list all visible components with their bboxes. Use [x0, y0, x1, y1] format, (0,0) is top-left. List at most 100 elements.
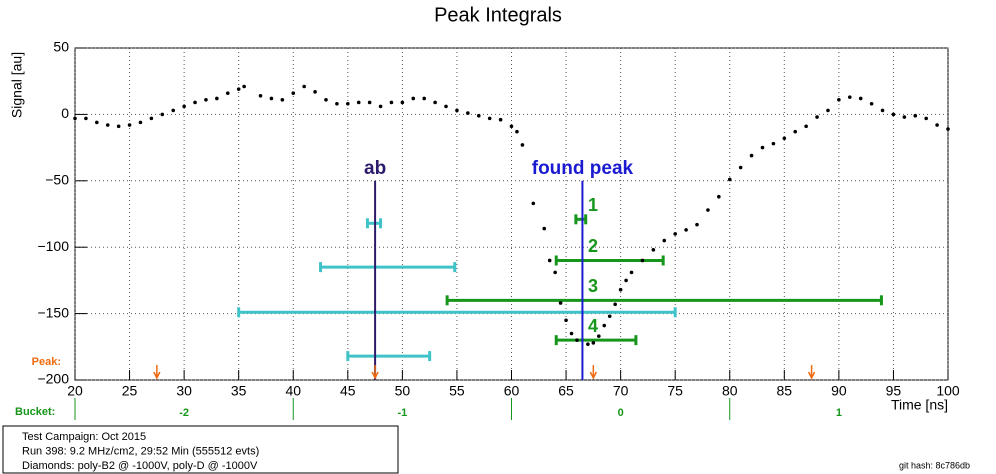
x-tick-label: 60 — [504, 383, 520, 399]
data-point — [837, 97, 841, 102]
data-point — [367, 100, 372, 105]
data-point — [858, 96, 863, 101]
data-point — [946, 127, 950, 131]
x-tick-label: 35 — [231, 383, 247, 399]
peak-arrow — [807, 365, 816, 380]
data-point — [815, 115, 819, 119]
y-tick-label: 50 — [53, 39, 69, 55]
data-point — [749, 153, 754, 158]
data-point — [607, 314, 612, 319]
data-point — [629, 270, 634, 275]
x-tick-label: 25 — [122, 383, 138, 399]
y-tick-label: 0 — [61, 105, 69, 121]
data-point — [591, 341, 596, 345]
data-point — [717, 194, 721, 199]
peak-label: Peak: — [32, 356, 61, 368]
data-point — [782, 136, 787, 141]
data-point — [602, 323, 607, 328]
peak-arrow — [371, 365, 379, 380]
data-point — [411, 96, 416, 101]
x-tick-label: 65 — [558, 383, 574, 399]
info-line: Run 398: 9.2 MHz/cm2, 29:52 Min (555512 … — [22, 445, 259, 457]
data-point — [662, 238, 667, 243]
data-point — [160, 112, 165, 117]
data-point — [553, 270, 557, 275]
x-tick-label: 85 — [777, 383, 793, 399]
data-point — [569, 331, 574, 336]
data-point — [880, 108, 885, 113]
data-point — [891, 112, 896, 117]
data-point — [444, 104, 448, 109]
x-tick-label: 100 — [936, 383, 960, 399]
x-tick-label: 20 — [67, 383, 83, 399]
y-tick-label: −50 — [45, 172, 69, 188]
info-line: Diamonds: poly-B2 @ -1000V, poly-D @ -10… — [22, 460, 258, 472]
data-point — [613, 302, 617, 307]
data-point — [346, 101, 350, 106]
data-point — [84, 116, 88, 121]
data-point — [575, 338, 579, 342]
range-label: 1 — [588, 195, 598, 215]
data-point — [760, 145, 765, 150]
chart-title: Peak Integrals — [434, 4, 562, 26]
data-point — [378, 104, 383, 109]
data-point — [149, 116, 154, 121]
data-point — [597, 334, 601, 338]
data-point — [313, 90, 317, 94]
x-tick-label: 80 — [722, 383, 738, 399]
x-axis-label: Time [ns] — [891, 397, 948, 413]
data-point — [105, 123, 110, 127]
data-point — [302, 84, 306, 89]
data-point — [547, 258, 552, 263]
data-point — [324, 97, 328, 102]
marker-label: ab — [364, 158, 386, 179]
x-tick-label: 30 — [176, 383, 192, 399]
data-point — [280, 97, 285, 102]
x-tick-label: 45 — [340, 383, 356, 399]
bucket-name: 1 — [836, 407, 842, 419]
data-point — [564, 318, 568, 323]
data-point — [466, 111, 470, 115]
data-point — [515, 129, 519, 134]
data-point — [236, 87, 241, 91]
y-tick-label: −200 — [37, 371, 69, 387]
data-point — [498, 117, 503, 122]
bucket-name: 0 — [618, 407, 624, 419]
data-point — [531, 201, 536, 206]
data-point — [826, 108, 830, 113]
data-point — [138, 120, 143, 125]
y-tick-label: −100 — [37, 238, 69, 254]
data-point — [433, 100, 437, 105]
data-point — [520, 143, 525, 147]
x-tick-label: 55 — [449, 383, 465, 399]
data-point — [913, 113, 918, 118]
data-point — [487, 116, 492, 121]
data-point — [171, 108, 176, 113]
data-point — [204, 97, 208, 102]
data-point — [651, 248, 656, 252]
peak-arrow — [153, 365, 161, 380]
data-point — [422, 96, 427, 101]
x-tick-label: 90 — [831, 383, 847, 399]
info-line: Test Campaign: Oct 2015 — [22, 431, 146, 443]
range-label: 4 — [588, 316, 598, 336]
data-point — [542, 226, 547, 231]
peak-arrow — [589, 365, 598, 380]
bucket-name: -2 — [179, 407, 189, 419]
data-point — [476, 113, 481, 118]
data-point — [558, 301, 563, 305]
data-point — [902, 115, 907, 119]
data-point — [73, 116, 77, 121]
range-label: 3 — [588, 276, 598, 296]
data-point — [738, 165, 743, 170]
data-point — [127, 123, 132, 127]
data-point — [727, 177, 732, 182]
data-point — [258, 94, 263, 98]
data-point — [242, 84, 246, 89]
data-point — [771, 141, 776, 146]
data-point — [400, 100, 405, 105]
info-box — [2, 425, 399, 474]
data-point — [193, 100, 197, 105]
